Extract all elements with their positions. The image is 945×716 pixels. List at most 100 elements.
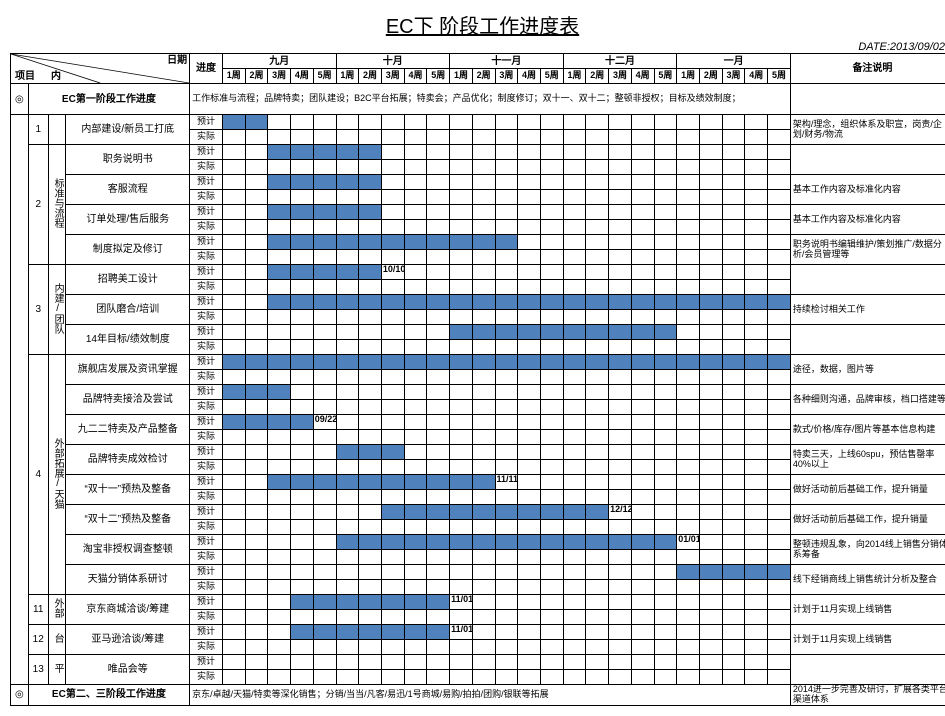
gantt-cell xyxy=(404,175,427,190)
gantt-cell xyxy=(381,400,404,415)
header-week: 4周 xyxy=(404,69,427,84)
gantt-cell xyxy=(245,595,268,610)
rowtype-actual: 实际 xyxy=(190,640,223,655)
gantt-cell xyxy=(427,520,450,535)
gantt-cell xyxy=(654,385,677,400)
gantt-cell xyxy=(540,625,563,640)
task-remark: 职务说明书编辑维护/策划推广/数据分析/会员管理等 xyxy=(790,235,945,265)
gantt-cell xyxy=(768,400,791,415)
gantt-cell xyxy=(404,220,427,235)
gantt-cell xyxy=(518,340,541,355)
gantt-cell xyxy=(359,535,382,550)
gantt-cell xyxy=(245,340,268,355)
gantt-cell xyxy=(563,460,586,475)
gantt-cell xyxy=(427,235,450,250)
gantt-cell xyxy=(495,295,518,310)
gantt-cell xyxy=(540,235,563,250)
gantt-cell xyxy=(722,115,745,130)
gantt-cell xyxy=(654,655,677,670)
gantt-cell xyxy=(472,430,495,445)
header-month-0: 九月 xyxy=(222,54,336,69)
gantt-cell xyxy=(563,625,586,640)
gantt-cell xyxy=(518,385,541,400)
gantt-cell xyxy=(268,460,291,475)
gantt-cell xyxy=(291,250,314,265)
gantt-cell xyxy=(268,610,291,625)
gantt-cell xyxy=(540,280,563,295)
gantt-cell xyxy=(427,490,450,505)
gantt-cell xyxy=(586,490,609,505)
gantt-cell xyxy=(768,325,791,340)
gantt-cell xyxy=(722,340,745,355)
gantt-cell xyxy=(245,355,268,370)
chart-title: EC下 阶段工作进度表 xyxy=(10,10,945,39)
gantt-cell xyxy=(722,445,745,460)
header-month-3: 十二月 xyxy=(563,54,677,69)
gantt-cell xyxy=(404,280,427,295)
gantt-cell xyxy=(268,115,291,130)
gantt-cell xyxy=(677,655,700,670)
phase-desc: 工作标准与流程；品牌特卖；团队建设；B2C平台拓展；特卖会；产品优化；制度修订；… xyxy=(190,84,791,115)
gantt-cell xyxy=(359,385,382,400)
gantt-cell xyxy=(563,415,586,430)
gantt-cell xyxy=(768,580,791,595)
gantt-cell xyxy=(540,475,563,490)
gantt-cell xyxy=(654,445,677,460)
gantt-cell xyxy=(586,250,609,265)
gantt-cell xyxy=(427,475,450,490)
gantt-cell xyxy=(699,325,722,340)
gantt-cell xyxy=(450,385,473,400)
gantt-cell xyxy=(336,205,359,220)
gantt-cell xyxy=(313,475,336,490)
gantt-cell xyxy=(359,340,382,355)
gantt-cell xyxy=(359,400,382,415)
gantt-cell xyxy=(495,400,518,415)
gantt-cell xyxy=(450,355,473,370)
gantt-cell xyxy=(631,370,654,385)
gantt-cell xyxy=(427,580,450,595)
gantt-cell xyxy=(540,295,563,310)
gantt-cell xyxy=(518,610,541,625)
gantt-cell xyxy=(245,415,268,430)
gantt-cell xyxy=(699,520,722,535)
gantt-cell xyxy=(291,535,314,550)
gantt-cell xyxy=(268,130,291,145)
gantt-cell xyxy=(222,565,245,580)
gantt-cell xyxy=(631,385,654,400)
gantt-cell xyxy=(722,250,745,265)
gantt-cell xyxy=(563,160,586,175)
task-name: 品牌特卖成效检讨 xyxy=(66,445,190,475)
gantt-cell xyxy=(336,430,359,445)
gantt-cell: 11/01 xyxy=(450,595,473,610)
row-cat: 外部 xyxy=(48,595,66,625)
gantt-cell xyxy=(654,460,677,475)
gantt-cell xyxy=(586,295,609,310)
gantt-cell xyxy=(245,250,268,265)
gantt-cell xyxy=(404,115,427,130)
gantt-cell xyxy=(427,385,450,400)
gantt-cell xyxy=(472,550,495,565)
gantt-cell xyxy=(518,115,541,130)
gantt-cell xyxy=(222,520,245,535)
gantt-cell: 11/01 xyxy=(450,625,473,640)
gantt-cell xyxy=(404,325,427,340)
gantt-cell xyxy=(222,355,245,370)
gantt-cell xyxy=(291,130,314,145)
header-week: 1周 xyxy=(563,69,586,84)
gantt-cell xyxy=(313,550,336,565)
gantt-cell xyxy=(472,640,495,655)
gantt-cell xyxy=(359,490,382,505)
gantt-cell xyxy=(586,655,609,670)
gantt-cell xyxy=(631,490,654,505)
gantt-cell xyxy=(245,535,268,550)
gantt-cell xyxy=(654,580,677,595)
gantt-cell xyxy=(245,430,268,445)
task-remark: 途径，数据，图片等 xyxy=(790,355,945,385)
gantt-cell xyxy=(722,625,745,640)
rowtype-plan: 预计 xyxy=(190,145,223,160)
gantt-cell xyxy=(381,580,404,595)
gantt-cell xyxy=(450,550,473,565)
gantt-cell xyxy=(677,580,700,595)
gantt-cell xyxy=(768,610,791,625)
gantt-cell xyxy=(359,595,382,610)
